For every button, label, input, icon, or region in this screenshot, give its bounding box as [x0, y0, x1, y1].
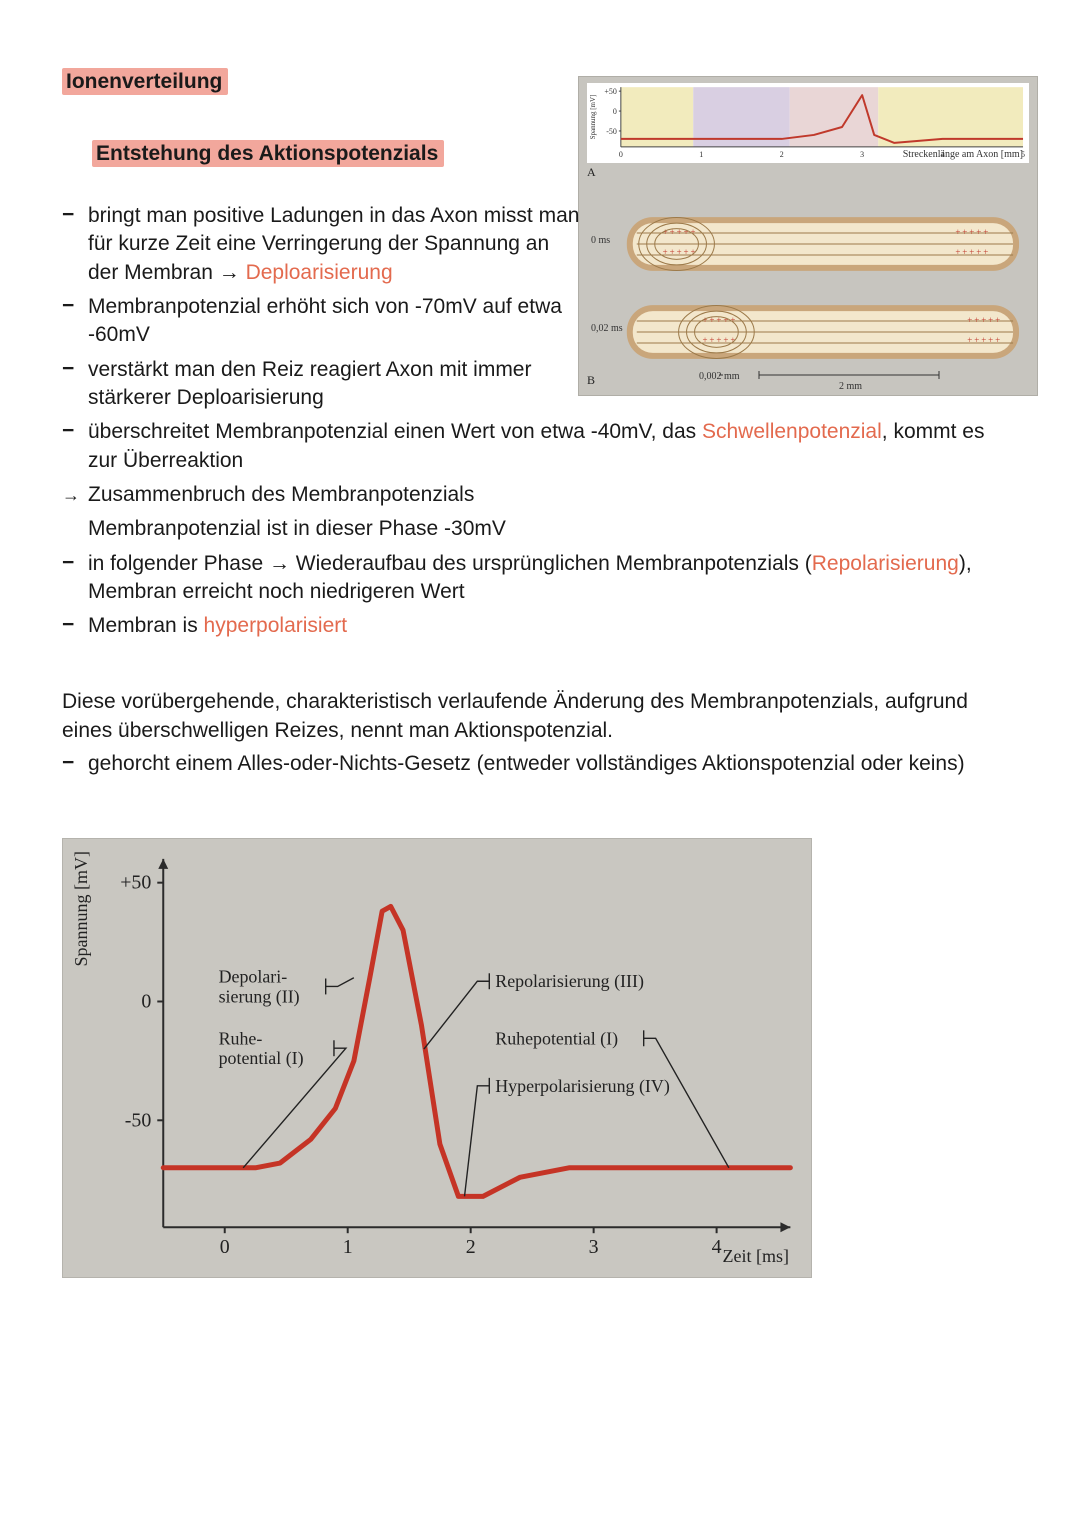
svg-text:Ruhepotential (I): Ruhepotential (I): [495, 1028, 618, 1049]
svg-text:+: +: [967, 335, 972, 345]
svg-text:0: 0: [613, 107, 617, 116]
svg-text:+: +: [677, 247, 682, 257]
bullet-2: Membranpotenzial erhöht sich von -70mV a…: [62, 293, 582, 350]
svg-text:+: +: [976, 227, 981, 237]
bullet-3: verstärkt man den Reiz reagiert Axon mit…: [62, 356, 582, 413]
action-potential-chart: Spannung [mV] Zeit [ms] +500-5001234Depo…: [62, 838, 812, 1278]
svg-text:+50: +50: [604, 87, 616, 96]
bullet-law: gehorcht einem Alles-oder-Nichts-Gesetz …: [62, 750, 1018, 778]
svg-text:+: +: [983, 247, 988, 257]
heading-entstehung: Entstehung des Aktionspotenzials: [92, 140, 444, 167]
svg-text:1: 1: [699, 150, 703, 159]
svg-text:1: 1: [343, 1236, 353, 1258]
svg-text:0: 0: [141, 990, 151, 1012]
keyword-schwellenpotenzial: Schwellenpotenzial: [702, 420, 882, 443]
side-figure: +500-50012345Spannung [mV] Streckenlänge…: [578, 76, 1038, 396]
svg-text:Hyperpolarisierung (IV): Hyperpolarisierung (IV): [495, 1076, 670, 1097]
svg-text:+: +: [723, 335, 728, 345]
svg-text:+: +: [663, 247, 668, 257]
bullet-1: bringt man positive Ladungen in das Axon…: [62, 202, 582, 287]
svg-text:+: +: [974, 315, 979, 325]
svg-text:2: 2: [466, 1236, 476, 1258]
bullet-list-law: gehorcht einem Alles-oder-Nichts-Gesetz …: [62, 750, 1018, 778]
bullet-5: Zusammenbruch des Membranpotenzials: [62, 481, 1018, 509]
svg-text:0: 0: [619, 150, 623, 159]
svg-text:+: +: [988, 315, 993, 325]
svg-text:4: 4: [712, 1236, 722, 1258]
svg-text:Ruhe-: Ruhe-: [219, 1028, 263, 1048]
svg-text:Repolarisierung (III): Repolarisierung (III): [495, 971, 644, 992]
bullet-4: überschreitet Membranpotenzial einen Wer…: [62, 418, 1018, 475]
svg-text:+: +: [684, 247, 689, 257]
svg-text:+: +: [988, 335, 993, 345]
axon-1: ++++++++++++++++++++: [587, 209, 1029, 279]
bullet-list-wide2: in folgender Phase → Wiederaufbau des ur…: [62, 550, 1018, 641]
svg-text:+: +: [684, 227, 689, 237]
svg-text:+: +: [969, 247, 974, 257]
keyword-depolarisierung: Deploarisierung: [246, 261, 393, 284]
svg-text:+: +: [716, 335, 721, 345]
svg-text:Spannung [mV]: Spannung [mV]: [589, 95, 597, 140]
svg-text:3: 3: [589, 1236, 599, 1258]
svg-text:+: +: [976, 247, 981, 257]
svg-text:+: +: [702, 335, 707, 345]
bullet-5b: Membranpotenzial ist in dieser Phase -30…: [62, 515, 1018, 543]
svg-text:+50: +50: [120, 872, 151, 894]
definition-paragraph: Diese vorübergehende, charakteristisch v…: [62, 687, 1018, 746]
keyword-hyperpolarisiert: hyperpolarisiert: [204, 614, 348, 637]
svg-text:2: 2: [780, 150, 784, 159]
svg-text:+: +: [995, 335, 1000, 345]
axon-2: ++++++++++++++++++++: [587, 297, 1029, 367]
svg-text:+: +: [981, 335, 986, 345]
svg-text:Depolari-: Depolari-: [219, 966, 288, 986]
svg-text:-50: -50: [606, 127, 617, 136]
svg-text:+: +: [955, 247, 960, 257]
svg-text:+: +: [723, 315, 728, 325]
svg-text:potential (I): potential (I): [219, 1048, 304, 1069]
svg-text:+: +: [969, 227, 974, 237]
heading-ionenverteilung: Ionenverteilung: [62, 68, 228, 95]
svg-text:+: +: [709, 335, 714, 345]
svg-text:+: +: [955, 227, 960, 237]
bullet-list-wide: überschreitet Membranpotenzial einen Wer…: [62, 418, 1018, 509]
keyword-repolarisierung: Repolarisierung: [812, 552, 959, 575]
bullet-7: Membran is hyperpolarisiert: [62, 612, 1018, 640]
bullet-6: in folgender Phase → Wiederaufbau des ur…: [62, 550, 1018, 607]
svg-text:+: +: [974, 335, 979, 345]
svg-text:0: 0: [220, 1236, 230, 1258]
svg-text:+: +: [962, 227, 967, 237]
panel-a-xlabel: Streckenlänge am Axon [mm]: [903, 149, 1023, 160]
svg-text:+: +: [962, 247, 967, 257]
svg-text:-50: -50: [125, 1109, 152, 1131]
time-1: 0 ms: [591, 235, 610, 246]
svg-text:+: +: [981, 315, 986, 325]
svg-text:3: 3: [860, 150, 864, 159]
svg-text:+: +: [983, 227, 988, 237]
svg-text:+: +: [995, 315, 1000, 325]
label-b: B: [587, 373, 595, 388]
svg-text:+: +: [967, 315, 972, 325]
scale-bar: 0,002 mm 2 mm: [719, 371, 959, 391]
bullet-list: bringt man positive Ladungen in das Axon…: [62, 202, 582, 412]
svg-text:sierung (II): sierung (II): [219, 986, 300, 1007]
label-a: A: [587, 165, 596, 180]
svg-text:+: +: [670, 247, 675, 257]
time-2: 0,02 ms: [591, 323, 623, 334]
